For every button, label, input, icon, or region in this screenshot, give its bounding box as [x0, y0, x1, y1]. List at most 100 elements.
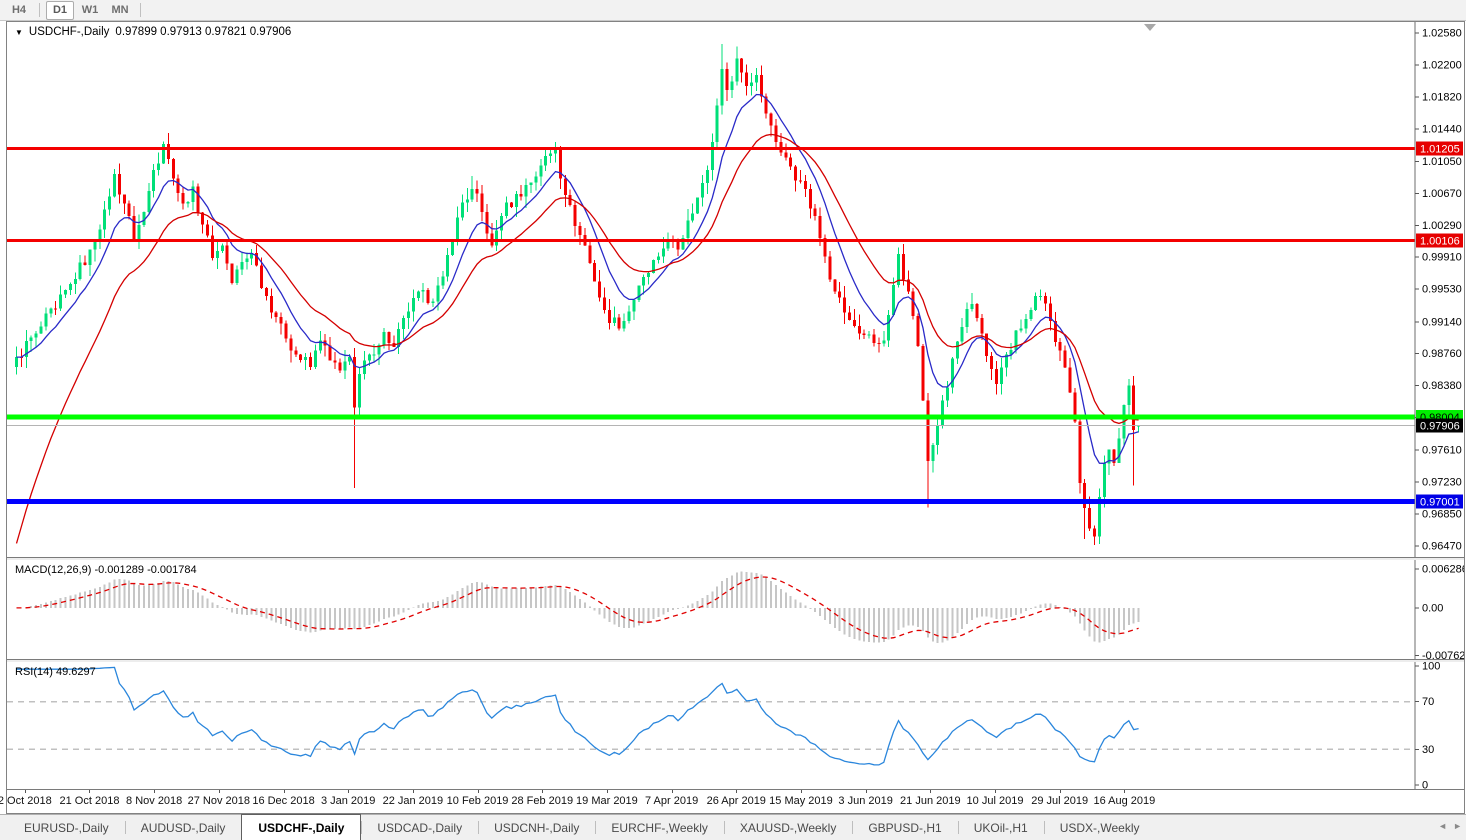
date-axis-tick	[348, 790, 350, 793]
date-axis-label: 15 May 2019	[769, 795, 833, 807]
price-chart-canvas[interactable]: 1.02580 1.02200 1.01820 1.01440 1.01050 1.006…	[7, 22, 1464, 557]
svg-text:0.006286: 0.006286	[1422, 563, 1464, 575]
macd-canvas[interactable]: 0.006286 0.00 -0.00762	[7, 560, 1464, 659]
date-axis-tick	[24, 790, 26, 793]
date-axis-label: 21 Oct 2018	[59, 795, 120, 807]
chart-tabbar: EURUSD-,Daily AUDUSD-,Daily USDCHF-,Daily U…	[0, 814, 1466, 840]
svg-text:0.98760: 0.98760	[1422, 348, 1462, 360]
chart-tab-gbpusd[interactable]: GBPUSD-,H1	[852, 815, 957, 840]
date-axis-tick	[1059, 790, 1061, 793]
date-axis-label: 3 Jun 2019	[838, 795, 893, 807]
chart-tab-xauusd[interactable]: XAUUSD-,Weekly	[723, 815, 852, 840]
symbol-title: USDCHF-,Daily	[28, 26, 110, 38]
chart-tab-usdcad[interactable]: USDCAD-,Daily	[361, 815, 478, 840]
svg-text:0.99910: 0.99910	[1422, 252, 1462, 264]
tab-scroll-right-icon[interactable]: ►	[1453, 821, 1462, 831]
rsi-canvas[interactable]: 100 70 30 0	[7, 662, 1464, 789]
svg-text:0: 0	[1422, 780, 1428, 790]
date-axis-label: 7 Apr 2019	[644, 795, 699, 807]
svg-text:0.97906: 0.97906	[1420, 420, 1460, 432]
date-axis-tick	[606, 790, 608, 793]
timeframe-button-mn[interactable]: MN	[111, 3, 129, 16]
svg-text:1.00106: 1.00106	[1420, 236, 1460, 248]
svg-text:0.96850: 0.96850	[1422, 509, 1462, 521]
date-axis-tick	[412, 790, 414, 793]
price-panel[interactable]: 1.02580 1.02200 1.01820 1.01440 1.01050 1.006…	[7, 22, 1464, 558]
chart-tab-ukoil[interactable]: UKOil-,H1	[957, 815, 1044, 840]
date-axis-tick	[542, 790, 544, 793]
svg-text:0.97001: 0.97001	[1420, 496, 1460, 508]
date-axis-tick	[477, 790, 479, 793]
svg-text:0.99140: 0.99140	[1422, 316, 1462, 328]
date-axis-label: 16 Aug 2019	[1093, 795, 1156, 807]
quote-line: ▼ USDCHF-,Daily 0.97899 0.97913 0.97821 …	[15, 26, 291, 38]
date-axis-tick	[283, 790, 285, 793]
svg-text:1.02580: 1.02580	[1422, 28, 1462, 40]
date-axis-label: 27 Nov 2018	[187, 795, 251, 807]
timeframe-button-w1[interactable]: W1	[81, 3, 99, 16]
svg-text:0.99530: 0.99530	[1422, 284, 1462, 296]
date-axis[interactable]: 2 Oct 2018 21 Oct 2018 8 Nov 2018 27 Nov 20…	[0, 790, 1464, 812]
macd-panel[interactable]: 0.006286 0.00 -0.00762 MACD(12,26,9) -0.00…	[7, 560, 1464, 660]
chart-tab-eurusd[interactable]: EURUSD-,Daily	[24, 820, 109, 835]
date-axis-tick	[1124, 790, 1126, 793]
svg-text:1.01050: 1.01050	[1422, 156, 1462, 168]
svg-text:1.01820: 1.01820	[1422, 91, 1462, 103]
date-axis-label: 28 Feb 2019	[511, 795, 574, 807]
svg-text:1.02200: 1.02200	[1422, 59, 1462, 71]
date-axis-label: 2 Oct 2018	[0, 795, 52, 807]
date-axis-label: 8 Nov 2018	[126, 795, 183, 807]
timeframe-button-h4[interactable]: H4	[11, 3, 27, 16]
tab-scroll-left-icon[interactable]: ◄	[1438, 821, 1448, 831]
svg-text:-0.00762: -0.00762	[1422, 650, 1464, 659]
timeframe-toolbar: H4 D1 W1 MN	[0, 0, 1466, 21]
svg-text:30: 30	[1422, 744, 1434, 756]
panel-divider[interactable]	[7, 558, 1464, 560]
svg-text:100: 100	[1422, 662, 1440, 673]
date-axis-label: 10 Feb 2019	[446, 795, 509, 807]
svg-text:0.97610: 0.97610	[1422, 445, 1462, 457]
chart-tab-usdcnh[interactable]: USDCNH-,Daily	[478, 815, 595, 840]
chart-tab-audusd[interactable]: AUDUSD-,Daily	[124, 815, 242, 840]
date-axis-tick	[218, 790, 220, 793]
timeframe-button-d1[interactable]: D1	[46, 0, 74, 20]
date-axis-label: 22 Jan 2019	[382, 795, 444, 807]
svg-text:1.01440: 1.01440	[1422, 123, 1462, 135]
rsi-label: RSI(14) 49.6297	[15, 666, 96, 678]
toolbar-separator	[140, 3, 141, 17]
chart-tab-usdx[interactable]: USDX-,Weekly	[1043, 815, 1156, 840]
date-axis-tick	[800, 790, 802, 793]
date-axis-label: 29 Jul 2019	[1031, 795, 1089, 807]
svg-text:1.00290: 1.00290	[1422, 220, 1462, 232]
date-axis-label: 10 Jul 2019	[966, 795, 1024, 807]
macd-label: MACD(12,26,9) -0.001289 -0.001784	[15, 564, 197, 576]
panel-divider[interactable]	[7, 660, 1464, 662]
date-axis-label: 19 Mar 2019	[576, 795, 638, 807]
chart-tab-eurchf[interactable]: EURCHF-,Weekly	[595, 815, 723, 840]
svg-text:70: 70	[1422, 696, 1434, 708]
date-axis-tick	[930, 790, 932, 793]
date-axis-label: 16 Dec 2018	[252, 795, 315, 807]
svg-text:0.00: 0.00	[1422, 602, 1443, 614]
date-axis-tick	[736, 790, 738, 793]
quote-ohlc: 0.97899 0.97913 0.97821 0.97906	[115, 26, 292, 38]
date-axis-tick	[865, 790, 867, 793]
rsi-panel[interactable]: 100 70 30 0 RSI(14) 49.6297	[7, 662, 1464, 790]
chart-window: 1.02580 1.02200 1.01820 1.01440 1.01050 1.006…	[0, 21, 1465, 814]
chart-shift-marker-icon[interactable]	[1144, 24, 1156, 31]
symbol-dropdown-icon[interactable]: ▼	[15, 27, 23, 37]
chart-tab-usdchf[interactable]: USDCHF-,Daily	[241, 814, 362, 840]
date-axis-label: 26 Apr 2019	[706, 795, 766, 807]
svg-text:0.98380: 0.98380	[1422, 380, 1462, 392]
svg-text:1.00670: 1.00670	[1422, 188, 1462, 200]
date-axis-tick	[671, 790, 673, 793]
date-axis-tick	[89, 790, 91, 793]
svg-text:1.01205: 1.01205	[1420, 143, 1460, 155]
tab-scroll-controls: ◄ ►	[1438, 821, 1462, 831]
date-axis-label: 3 Jan 2019	[320, 795, 376, 807]
svg-text:0.96470: 0.96470	[1422, 540, 1462, 552]
date-axis-label: 21 Jun 2019	[900, 795, 961, 807]
date-axis-tick	[154, 790, 156, 793]
toolbar-separator	[39, 3, 40, 17]
